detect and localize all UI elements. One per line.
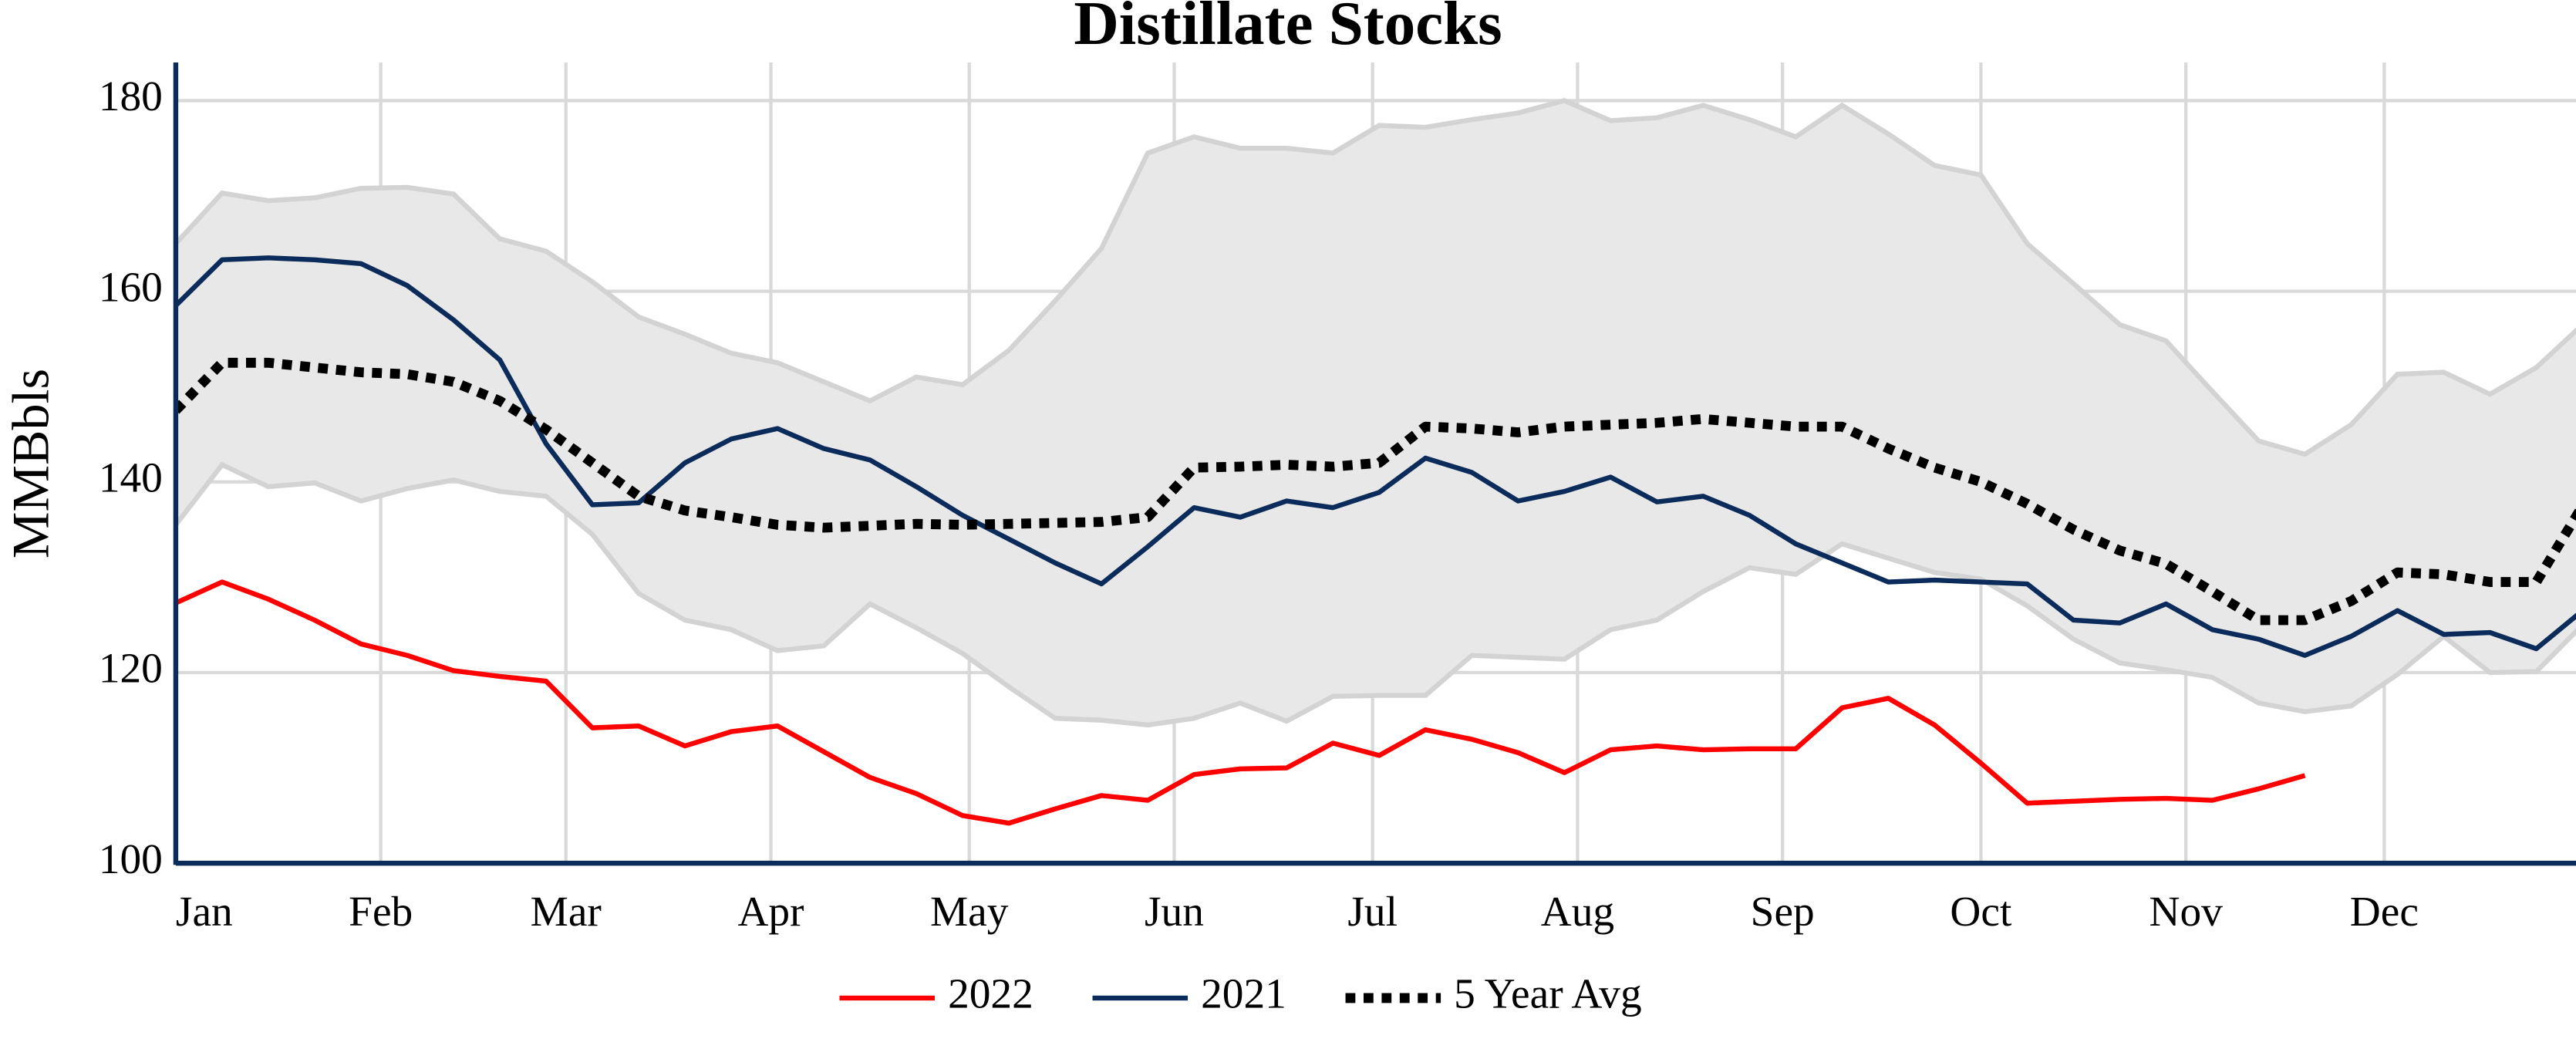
x-tick-label: Jun xyxy=(1145,888,1204,935)
legend: 2022 2021 5 Year Avg xyxy=(839,970,1642,1017)
x-tick-label: Dec xyxy=(2350,888,2419,935)
y-tick-label: 100 xyxy=(99,835,163,882)
x-tick-label: Mar xyxy=(531,888,602,935)
x-tick-label: Feb xyxy=(349,888,413,935)
legend-item: 2021 xyxy=(1092,970,1286,1017)
series-line xyxy=(175,255,2576,658)
range-edge xyxy=(175,461,2576,728)
y-tick-label: 120 xyxy=(99,645,163,692)
x-tick-label: Sep xyxy=(1751,888,1815,935)
x-tick-label: Nov xyxy=(2149,888,2223,935)
range-edge xyxy=(175,98,2576,457)
y-tick-label: 180 xyxy=(99,73,163,120)
y-tick-label: 160 xyxy=(99,263,163,310)
range-band xyxy=(175,100,2576,725)
legend-label: 2021 xyxy=(1201,970,1286,1017)
x-tick-label: Apr xyxy=(737,888,804,935)
legend-label: 2022 xyxy=(948,970,1033,1017)
y-tick-label: 140 xyxy=(99,454,163,501)
x-tick-label: Oct xyxy=(1950,888,2012,935)
y-axis-label: MMBbls xyxy=(2,369,60,558)
legend-label: 5 Year Avg xyxy=(1454,970,1642,1017)
chart-title: Distillate Stocks xyxy=(1074,0,1502,58)
series-line xyxy=(175,579,2306,826)
x-tick-label: Aug xyxy=(1541,888,1614,935)
x-tick-label: Jul xyxy=(1347,888,1398,935)
x-tick-label: May xyxy=(930,888,1009,935)
legend-item: 2022 xyxy=(839,970,1033,1017)
legend-item: 5 Year Avg xyxy=(1345,970,1642,1017)
series-line xyxy=(175,357,2576,626)
plot-area xyxy=(175,98,2576,826)
tick-labels: 100 120 140 160 180 Jan Feb Mar Apr May Jun Jul Aug S… xyxy=(99,73,2419,935)
x-tick-label: Jan xyxy=(176,888,233,935)
